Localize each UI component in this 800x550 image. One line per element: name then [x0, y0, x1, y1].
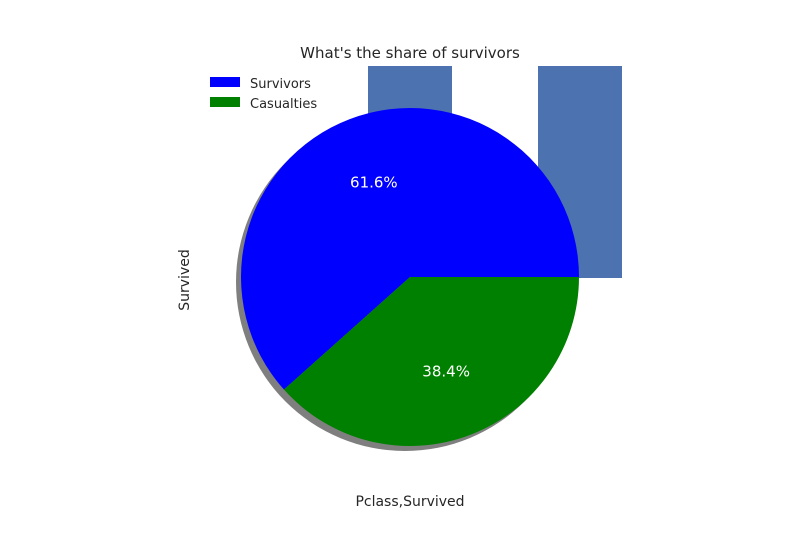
x-axis-label: Pclass,Survived	[355, 494, 464, 510]
chart-title: What's the share of survivors	[300, 44, 520, 62]
pie-chart: 61.6% 38.4%	[236, 108, 579, 451]
legend-label-casualties: Casualties	[250, 97, 317, 112]
pie-pct-label-survivors: 61.6%	[350, 173, 398, 191]
legend-swatch-survivors	[210, 77, 240, 87]
pie-slice-casualties	[283, 277, 579, 447]
legend-swatch-casualties	[210, 97, 240, 107]
y-axis-label: Survived	[177, 249, 193, 310]
pie-pct-label-casualties: 38.4%	[422, 363, 470, 381]
legend: Survivors Casualties	[210, 77, 317, 112]
pie-slice-survivors	[241, 108, 579, 390]
legend-label-survivors: Survivors	[250, 77, 311, 92]
